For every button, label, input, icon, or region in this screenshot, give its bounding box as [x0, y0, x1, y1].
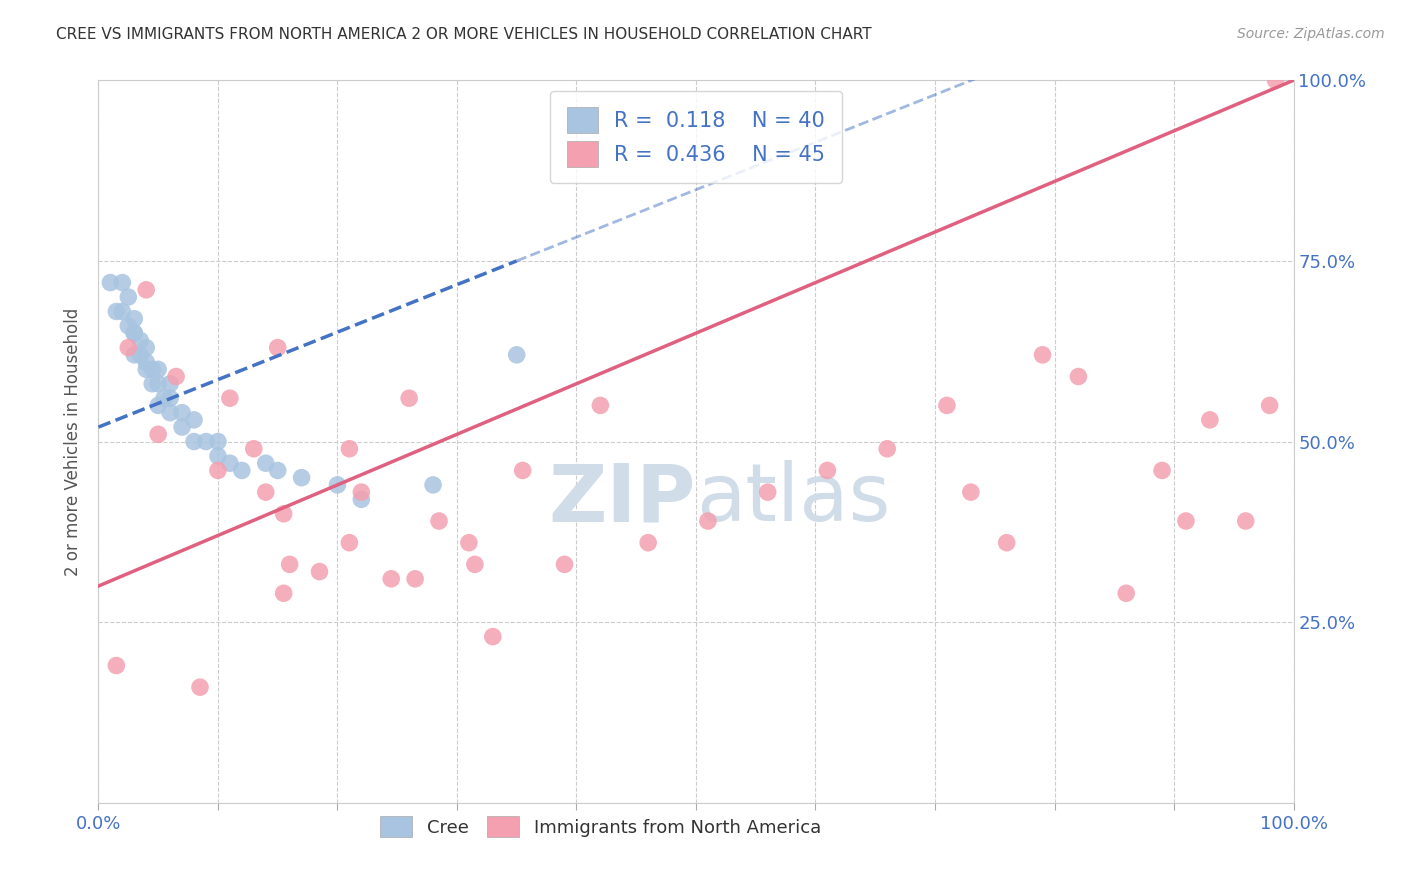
Point: [506, 348, 529, 362]
Point: [1234, 514, 1257, 528]
Point: [380, 572, 402, 586]
Point: [117, 290, 139, 304]
Point: [339, 535, 361, 549]
Point: [254, 456, 277, 470]
Point: [995, 535, 1018, 549]
Point: [339, 442, 361, 456]
Point: [159, 391, 181, 405]
Point: [427, 514, 450, 528]
Text: atlas: atlas: [696, 460, 890, 539]
Point: [195, 434, 218, 449]
Point: [243, 442, 266, 456]
Point: [172, 420, 194, 434]
Point: [291, 470, 314, 484]
Point: [183, 434, 205, 449]
Point: [589, 398, 612, 412]
Point: [207, 449, 229, 463]
Point: [512, 463, 534, 477]
Point: [98, 276, 122, 290]
Point: [148, 427, 170, 442]
Point: [219, 456, 242, 470]
Point: [815, 463, 838, 477]
Point: [219, 391, 242, 405]
Point: [1152, 463, 1174, 477]
Point: [148, 362, 170, 376]
Point: [207, 463, 229, 477]
Point: [231, 463, 253, 477]
Point: [124, 326, 146, 340]
Point: [117, 341, 139, 355]
Point: [135, 341, 157, 355]
Text: Source: ZipAtlas.com: Source: ZipAtlas.com: [1237, 27, 1385, 41]
Point: [697, 514, 720, 528]
Point: [129, 348, 152, 362]
Point: [135, 362, 157, 376]
Point: [554, 558, 576, 572]
Text: ZIP: ZIP: [548, 460, 696, 539]
Point: [153, 391, 176, 405]
Point: [350, 485, 373, 500]
Point: [422, 478, 444, 492]
Point: [267, 341, 290, 355]
Point: [148, 376, 170, 391]
Point: [404, 572, 426, 586]
Point: [124, 348, 146, 362]
Point: [159, 406, 181, 420]
Point: [267, 463, 290, 477]
Point: [141, 362, 163, 376]
Point: [1032, 348, 1054, 362]
Point: [637, 535, 659, 549]
Point: [141, 376, 163, 391]
Point: [254, 485, 277, 500]
Y-axis label: 2 or more Vehicles in Household: 2 or more Vehicles in Household: [65, 308, 83, 575]
Point: [350, 492, 373, 507]
Point: [111, 276, 134, 290]
Point: [124, 326, 146, 340]
Point: [960, 485, 983, 500]
Point: [481, 630, 505, 644]
Point: [1115, 586, 1137, 600]
Point: [188, 680, 211, 694]
Point: [105, 658, 128, 673]
Point: [398, 391, 420, 405]
Point: [111, 304, 134, 318]
Point: [135, 355, 157, 369]
Point: [124, 311, 146, 326]
Point: [1199, 413, 1222, 427]
Point: [458, 535, 481, 549]
Point: [183, 413, 205, 427]
Point: [135, 283, 157, 297]
Point: [207, 434, 229, 449]
Point: [308, 565, 330, 579]
Point: [326, 478, 349, 492]
Point: [172, 406, 194, 420]
Point: [1264, 73, 1286, 87]
Point: [1175, 514, 1198, 528]
Point: [129, 334, 152, 348]
Point: [936, 398, 959, 412]
Point: [165, 369, 187, 384]
Legend: Cree, Immigrants from North America: Cree, Immigrants from North America: [373, 809, 828, 845]
Point: [464, 558, 486, 572]
Point: [278, 558, 301, 572]
Point: [756, 485, 779, 500]
Point: [273, 586, 295, 600]
Point: [159, 376, 181, 391]
Point: [117, 318, 139, 333]
Point: [148, 398, 170, 412]
Point: [1067, 369, 1090, 384]
Point: [876, 442, 898, 456]
Point: [1258, 398, 1281, 412]
Text: CREE VS IMMIGRANTS FROM NORTH AMERICA 2 OR MORE VEHICLES IN HOUSEHOLD CORRELATIO: CREE VS IMMIGRANTS FROM NORTH AMERICA 2 …: [56, 27, 872, 42]
Point: [105, 304, 128, 318]
Point: [273, 507, 295, 521]
